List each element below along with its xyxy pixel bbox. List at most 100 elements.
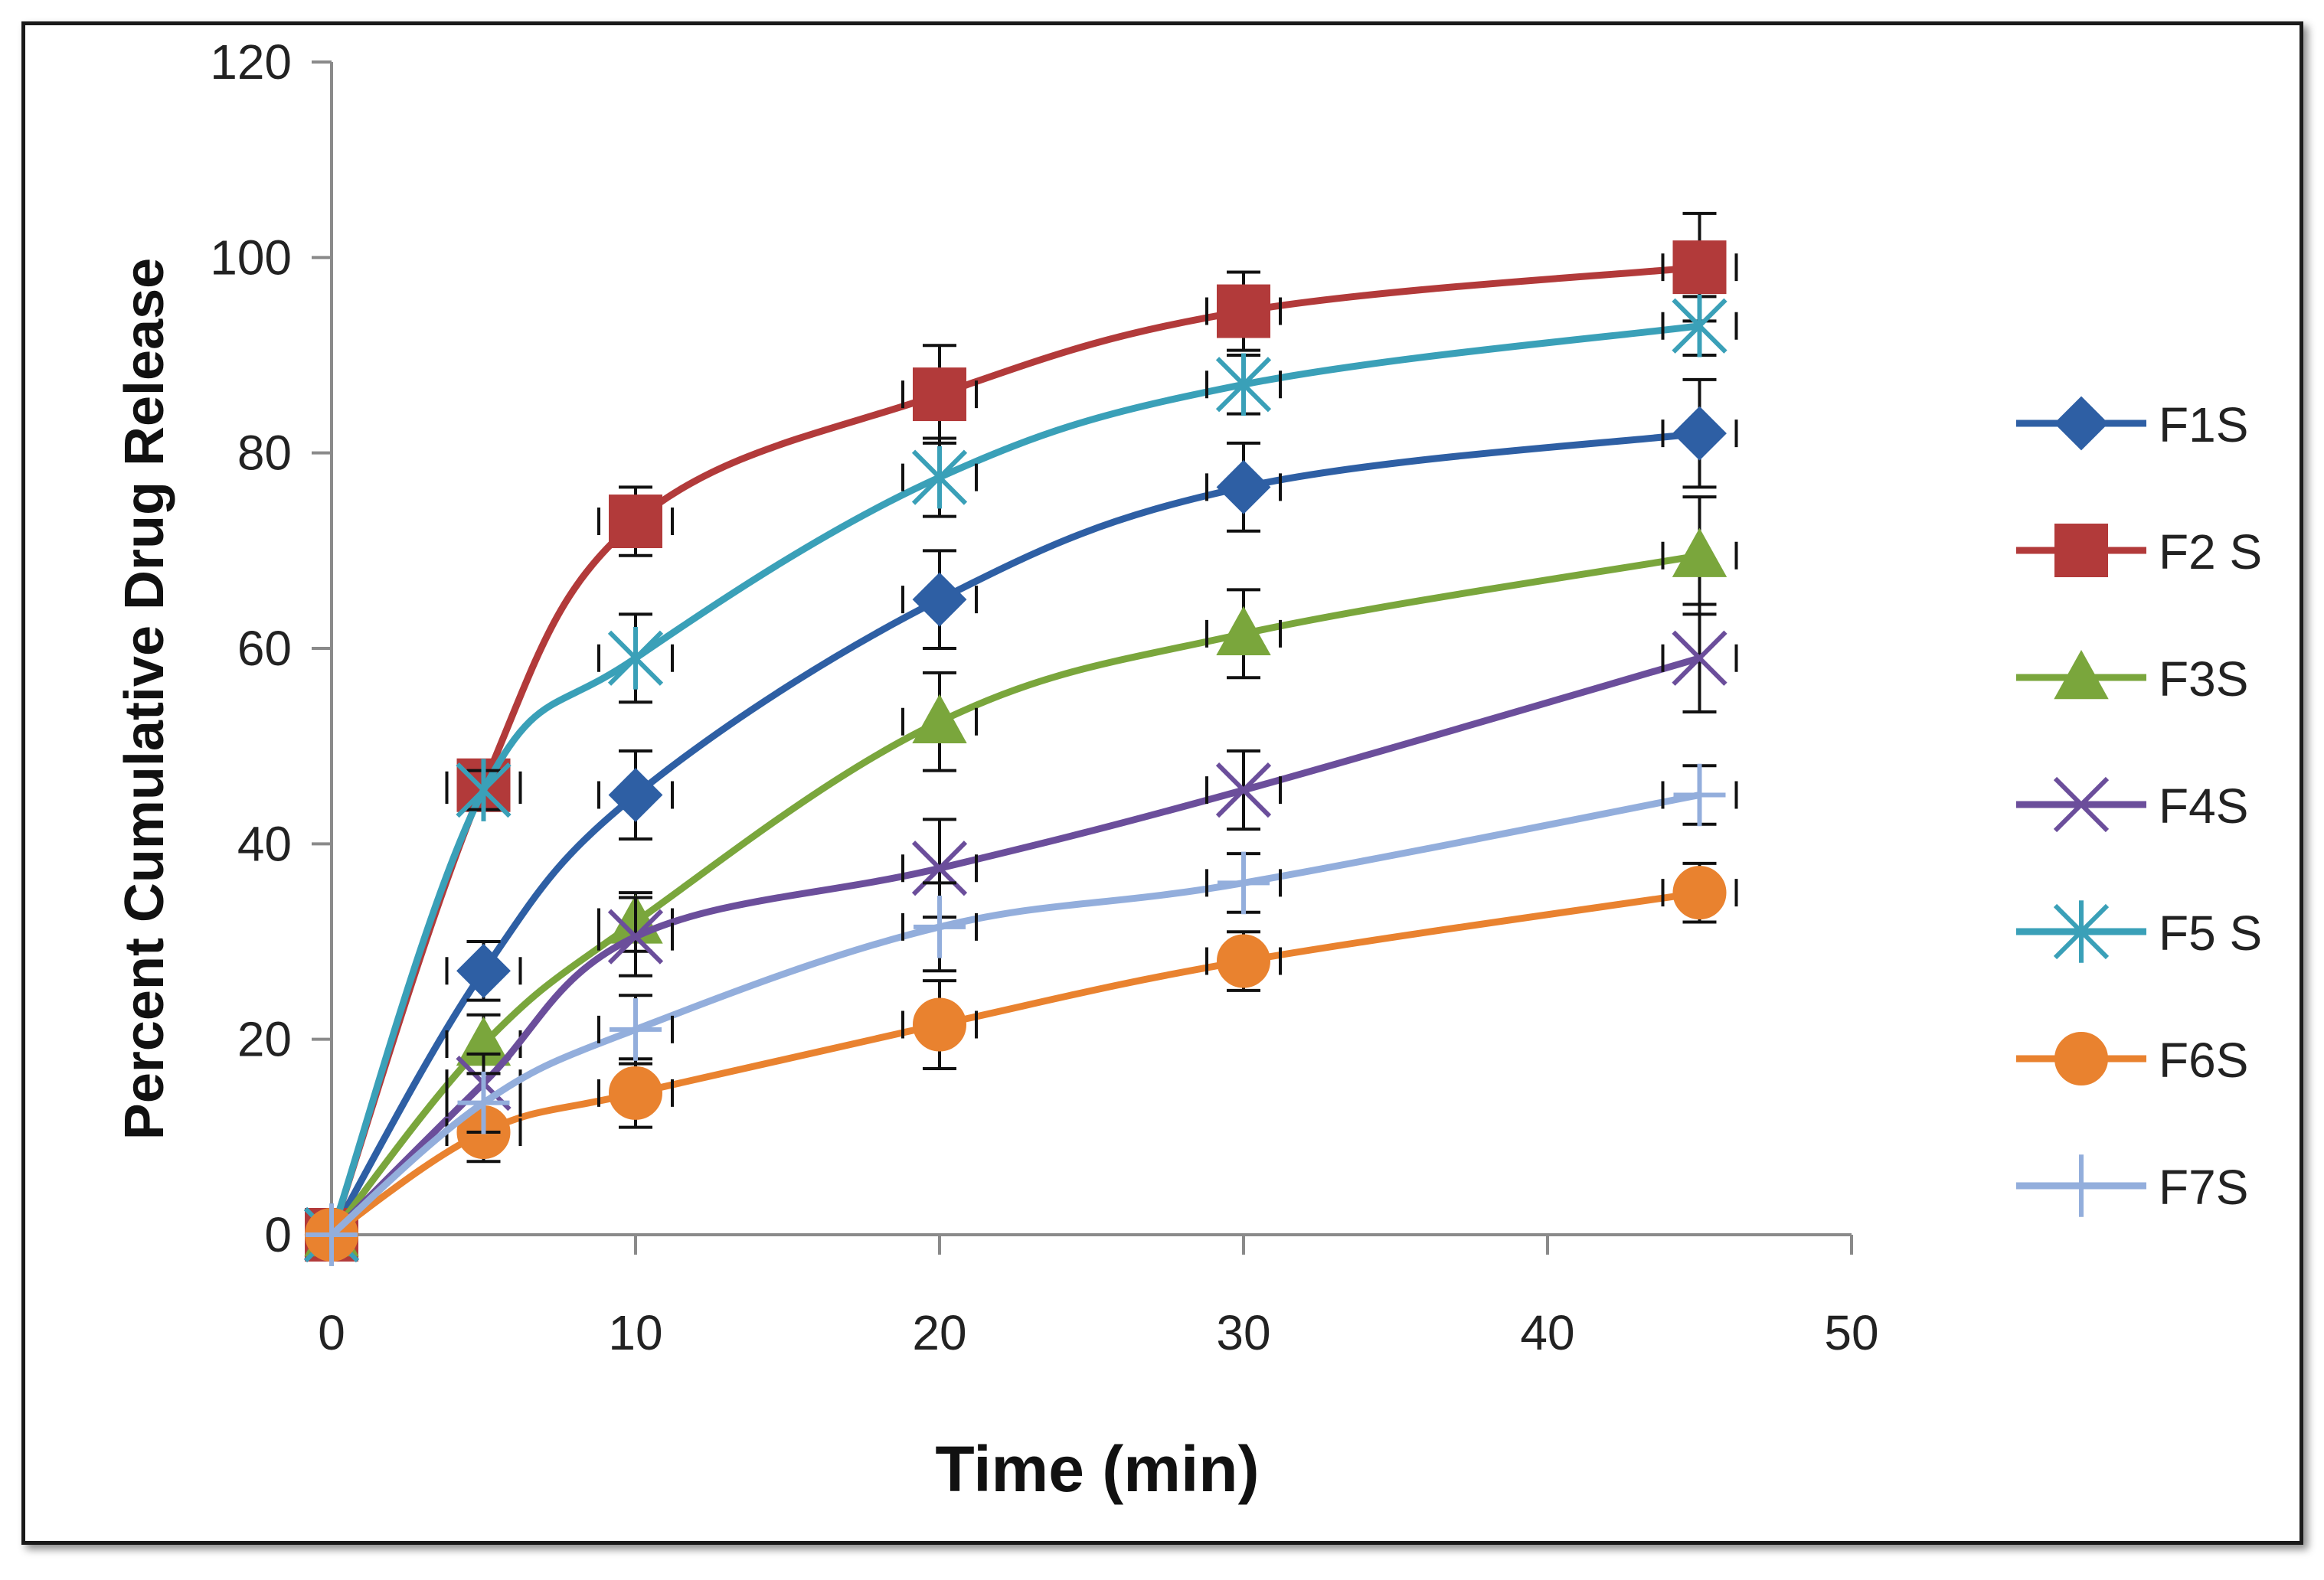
series-line bbox=[329, 889, 1701, 1238]
legend-label: F3S bbox=[2159, 651, 2248, 707]
y-tick-label: 20 bbox=[237, 1012, 292, 1067]
data-point bbox=[1215, 762, 1272, 818]
error-bar-x bbox=[1205, 297, 1282, 325]
chart-frame: 0 20 40 60 80 100 120 0 10 20 30 40 50 F1S F2 S F3S F4S… bbox=[21, 21, 2303, 1545]
y-tick-label: 0 bbox=[264, 1207, 292, 1262]
error-bar-x bbox=[1205, 473, 1282, 501]
data-point bbox=[607, 626, 664, 690]
error-bar-x bbox=[1661, 781, 1738, 809]
legend-layer: F1S F2 S F3S F4S F5 S F6S F7S bbox=[2016, 396, 2262, 1217]
error-bar-x bbox=[901, 1010, 978, 1039]
error-bar-x bbox=[1661, 879, 1738, 907]
legend-entry: F3S bbox=[2016, 649, 2248, 707]
legend-entry: F7S bbox=[2016, 1154, 2248, 1217]
series-f1s bbox=[304, 377, 1738, 1262]
data-point bbox=[1672, 866, 1727, 920]
data-point bbox=[456, 759, 512, 821]
data-point bbox=[610, 998, 662, 1061]
x-tick-label: 30 bbox=[1216, 1305, 1270, 1360]
error-bar-x bbox=[597, 922, 674, 951]
x-tick-label: 20 bbox=[912, 1305, 966, 1360]
error-bar-x bbox=[1205, 371, 1282, 399]
x-tick-label: 0 bbox=[318, 1305, 345, 1360]
series-line bbox=[328, 655, 1701, 1238]
error-bar-x bbox=[1661, 312, 1738, 340]
legend-marker bbox=[2054, 524, 2108, 577]
error-bar-x bbox=[445, 1089, 522, 1117]
data-point bbox=[914, 896, 966, 958]
error-bar-x bbox=[1661, 541, 1738, 570]
data-point bbox=[1672, 294, 1727, 357]
error-bar-x bbox=[1205, 947, 1282, 975]
error-bar-x bbox=[445, 776, 522, 805]
series-line bbox=[328, 429, 1701, 1237]
y-tick-label: 100 bbox=[210, 230, 292, 285]
error-bar-x bbox=[901, 854, 978, 883]
data-point bbox=[609, 495, 662, 549]
legend-label: F2 S bbox=[2159, 524, 2262, 579]
data-point bbox=[912, 572, 967, 627]
y-tick-label: 120 bbox=[210, 34, 292, 90]
data-point bbox=[912, 694, 967, 743]
error-bar-x bbox=[1205, 776, 1282, 805]
legend-marker bbox=[2054, 396, 2109, 451]
x-tick-label: 50 bbox=[1824, 1305, 1878, 1360]
data-point bbox=[911, 841, 968, 896]
error-bar-x bbox=[901, 707, 978, 736]
legend-label: F1S bbox=[2159, 397, 2248, 452]
legend-entry: F1S bbox=[2016, 396, 2248, 452]
data-point bbox=[457, 1071, 510, 1134]
y-tick-label: 60 bbox=[237, 621, 292, 676]
data-point bbox=[913, 997, 966, 1052]
legend-marker bbox=[2054, 649, 2109, 700]
legend-label: F4S bbox=[2159, 779, 2248, 834]
y-tick-label: 40 bbox=[237, 816, 292, 871]
data-point bbox=[607, 909, 664, 965]
legend-entry: F5 S bbox=[2016, 900, 2262, 963]
legend-marker bbox=[2053, 900, 2110, 963]
legend-label: F5 S bbox=[2159, 906, 2262, 961]
error-bar-x bbox=[1661, 644, 1738, 672]
error-bar-x bbox=[901, 586, 978, 614]
legend-marker bbox=[2054, 1032, 2108, 1085]
data-point bbox=[608, 768, 663, 822]
error-bar-x bbox=[597, 1079, 674, 1107]
error-bar-x bbox=[445, 957, 522, 985]
error-bar-x bbox=[901, 380, 978, 409]
axes-layer: 0 20 40 60 80 100 120 0 10 20 30 40 50 bbox=[210, 34, 1878, 1360]
data-point bbox=[1672, 630, 1727, 686]
data-point bbox=[1673, 763, 1726, 827]
series-layer bbox=[303, 211, 1738, 1266]
y-axis-title: Percent Cumulative Drug Release bbox=[114, 258, 175, 1140]
x-axis-title: Time (min) bbox=[935, 1433, 1259, 1505]
data-point bbox=[1672, 240, 1727, 295]
data-point bbox=[456, 943, 511, 998]
error-bar-x bbox=[597, 781, 674, 809]
series-line bbox=[328, 263, 1700, 1236]
error-bar-x bbox=[597, 1015, 674, 1043]
data-point bbox=[1215, 353, 1272, 416]
data-point bbox=[1216, 459, 1271, 514]
error-bar-x bbox=[901, 912, 978, 941]
x-tick-label: 40 bbox=[1520, 1305, 1574, 1360]
data-point bbox=[1672, 527, 1727, 577]
error-bar-x bbox=[597, 508, 674, 536]
error-bar-x bbox=[1205, 619, 1282, 648]
x-tick-label: 10 bbox=[608, 1305, 662, 1360]
legend-label: F7S bbox=[2159, 1160, 2248, 1215]
legend-marker bbox=[2053, 776, 2110, 833]
data-point bbox=[609, 1066, 662, 1120]
error-bar-x bbox=[1661, 253, 1738, 282]
legend-label: F6S bbox=[2159, 1033, 2248, 1088]
error-bar-x bbox=[901, 463, 978, 491]
legend-entry: F2 S bbox=[2016, 524, 2262, 579]
legend-entry: F6S bbox=[2016, 1032, 2248, 1088]
data-point bbox=[1217, 934, 1270, 988]
series-f7s bbox=[306, 763, 1738, 1266]
data-point bbox=[1217, 284, 1270, 338]
data-point bbox=[306, 1203, 358, 1266]
error-bar-x bbox=[1205, 869, 1282, 897]
data-point bbox=[1216, 606, 1271, 656]
y-tick-label: 80 bbox=[237, 426, 292, 481]
legend-marker bbox=[2055, 1154, 2107, 1217]
